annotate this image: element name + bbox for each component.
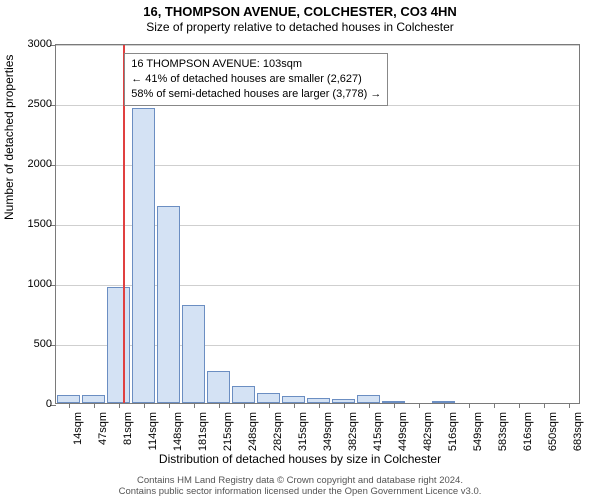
bar — [357, 395, 380, 403]
bar — [207, 371, 230, 403]
ytick-label: 1500 — [12, 218, 52, 230]
title-sub: Size of property relative to detached ho… — [0, 19, 600, 34]
xtick-label: 415sqm — [372, 412, 384, 462]
xtick-label: 449sqm — [397, 412, 409, 462]
xtick-label: 81sqm — [122, 412, 134, 462]
xtick-label: 315sqm — [297, 412, 309, 462]
xtick-label: 516sqm — [447, 412, 459, 462]
ytick-label: 2000 — [12, 158, 52, 170]
xtick-label: 114sqm — [147, 412, 159, 462]
xtick-mark — [369, 403, 370, 408]
xtick-label: 248sqm — [247, 412, 259, 462]
footer-line1: Contains HM Land Registry data © Crown c… — [0, 475, 600, 486]
xtick-label: 282sqm — [272, 412, 284, 462]
title-main: 16, THOMPSON AVENUE, COLCHESTER, CO3 4HN — [0, 0, 600, 19]
footer-line2: Contains public sector information licen… — [0, 486, 600, 497]
xtick-label: 181sqm — [197, 412, 209, 462]
xtick-mark — [219, 403, 220, 408]
xtick-label: 583sqm — [497, 412, 509, 462]
xtick-label: 616sqm — [522, 412, 534, 462]
ytick-label: 2500 — [12, 98, 52, 110]
xtick-label: 482sqm — [422, 412, 434, 462]
xtick-mark — [469, 403, 470, 408]
xtick-label: 650sqm — [547, 412, 559, 462]
xtick-mark — [269, 403, 270, 408]
xtick-mark — [444, 403, 445, 408]
ytick-label: 3000 — [12, 38, 52, 50]
bar — [182, 305, 205, 403]
bar — [82, 395, 105, 403]
xtick-label: 683sqm — [572, 412, 584, 462]
ytick-label: 0 — [12, 398, 52, 410]
bar — [132, 108, 155, 403]
xtick-mark — [94, 403, 95, 408]
info-box: 16 THOMPSON AVENUE: 103sqm← 41% of detac… — [124, 53, 388, 106]
xtick-mark — [119, 403, 120, 408]
bar — [257, 393, 280, 403]
xtick-mark — [169, 403, 170, 408]
info-box-line3: 58% of semi-detached houses are larger (… — [131, 87, 381, 102]
chart-area: 16 THOMPSON AVENUE: 103sqm← 41% of detac… — [55, 44, 580, 404]
xtick-label: 382sqm — [347, 412, 359, 462]
xtick-mark — [69, 403, 70, 408]
xtick-label: 47sqm — [97, 412, 109, 462]
info-box-line1: 16 THOMPSON AVENUE: 103sqm — [131, 57, 381, 72]
xtick-mark — [344, 403, 345, 408]
bar — [57, 395, 80, 403]
xtick-mark — [394, 403, 395, 408]
ytick-label: 1000 — [12, 278, 52, 290]
grid-line — [56, 45, 579, 46]
xtick-label: 148sqm — [172, 412, 184, 462]
xtick-label: 349sqm — [322, 412, 334, 462]
xtick-mark — [244, 403, 245, 408]
bar — [107, 287, 130, 403]
y-axis-label: Number of detached properties — [2, 55, 16, 220]
bar — [282, 396, 305, 403]
xtick-mark — [319, 403, 320, 408]
xtick-mark — [419, 403, 420, 408]
info-box-line2: ← 41% of detached houses are smaller (2,… — [131, 72, 381, 87]
xtick-mark — [144, 403, 145, 408]
xtick-label: 215sqm — [222, 412, 234, 462]
bar — [157, 206, 180, 403]
xtick-mark — [519, 403, 520, 408]
xtick-mark — [494, 403, 495, 408]
xtick-mark — [544, 403, 545, 408]
xtick-label: 549sqm — [472, 412, 484, 462]
bar — [232, 386, 255, 403]
xtick-label: 14sqm — [72, 412, 84, 462]
ytick-label: 500 — [12, 338, 52, 350]
xtick-mark — [294, 403, 295, 408]
xtick-mark — [194, 403, 195, 408]
xtick-mark — [569, 403, 570, 408]
footer-attribution: Contains HM Land Registry data © Crown c… — [0, 475, 600, 498]
